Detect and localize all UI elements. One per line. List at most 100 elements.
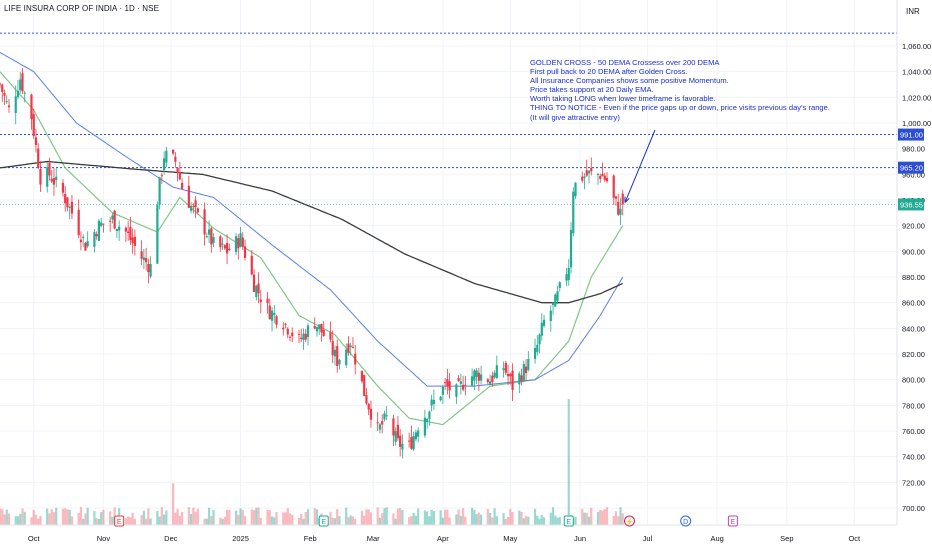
- x-tick-label: 2025: [232, 534, 249, 543]
- volume-bar: [205, 518, 208, 525]
- volume-bar: [282, 512, 285, 525]
- candle-body: [491, 375, 494, 383]
- price-axis[interactable]: 700.00 720.00 740.00 760.00 780.00 800.00 820.…: [896, 0, 932, 550]
- candle-body: [64, 194, 67, 204]
- volume-bar: [585, 512, 588, 525]
- y-tick-label: 920.00: [902, 222, 925, 231]
- y-tick-label: 780.00: [902, 401, 925, 410]
- volume-bar: [524, 515, 528, 525]
- volume-bar: [133, 518, 136, 525]
- candle-body: [423, 417, 426, 436]
- x-tick-label: Feb: [304, 534, 317, 543]
- volume-bar: [587, 516, 591, 525]
- candle-body: [520, 375, 523, 382]
- candle-body: [37, 148, 40, 168]
- candle-body: [504, 362, 507, 373]
- candle-body: [16, 90, 20, 98]
- candle-body: [369, 408, 373, 420]
- volume-bar: [172, 483, 175, 525]
- candle-body: [621, 193, 624, 205]
- candle-body: [196, 208, 199, 213]
- volume-bar: [410, 516, 413, 525]
- event-marker-label: E: [731, 519, 736, 526]
- candle-body: [95, 234, 98, 237]
- volume-bars: [0, 399, 624, 525]
- candle-body: [590, 167, 593, 172]
- horizontal-lines: [0, 32, 897, 205]
- candle-body: [488, 381, 492, 386]
- candle-body: [97, 220, 101, 241]
- candle-body: [383, 413, 386, 420]
- event-marker: [114, 515, 125, 527]
- chart-title: LIFE INSURA CORP OF INDIA · 1D · NSE: [4, 4, 160, 13]
- volume-bar: [315, 509, 319, 525]
- candle-body: [3, 93, 6, 96]
- volume-bar: [540, 514, 543, 525]
- volume-bar: [55, 507, 58, 525]
- candle-body: [475, 370, 478, 377]
- arrow-head: [624, 196, 630, 203]
- candle-body: [558, 282, 561, 289]
- volume-bar: [225, 509, 229, 525]
- candle-body: [145, 258, 148, 263]
- candle-body: [601, 173, 604, 177]
- candle-body: [52, 178, 56, 185]
- x-tick-label: Jul: [643, 534, 653, 543]
- volume-bar: [354, 518, 357, 525]
- volume-bar: [221, 518, 224, 525]
- volume-bar: [304, 512, 307, 525]
- volume-bar: [533, 508, 537, 525]
- volume-bar: [412, 512, 415, 525]
- candle-body: [55, 176, 58, 181]
- volume-bar: [509, 509, 512, 525]
- volume-bar: [234, 510, 238, 525]
- time-axis[interactable]: Oct Nov Dec 2025 Feb Mar Apr May Jun Jul Aug Sep Oct: [0, 524, 897, 543]
- volume-bar: [448, 517, 451, 525]
- candle-body: [0, 83, 2, 85]
- candle-body: [587, 170, 591, 174]
- price-badge-label: 991.00: [900, 131, 923, 140]
- volume-bar: [554, 515, 557, 525]
- volume-bar: [612, 516, 615, 525]
- candle-body: [268, 305, 271, 320]
- x-tick-label: Mar: [367, 534, 380, 543]
- event-marker-label: ⚡: [625, 517, 634, 526]
- event-marker: [563, 515, 574, 527]
- candle-body: [430, 399, 433, 406]
- price-badge-label: 965.20: [900, 164, 923, 173]
- candle-body: [536, 344, 539, 353]
- volume-bar: [619, 507, 622, 525]
- candle-body: [243, 246, 247, 258]
- volume-bar: [19, 513, 22, 525]
- volume-bar: [270, 516, 274, 525]
- volume-bar: [250, 509, 253, 525]
- candle-body: [149, 264, 152, 277]
- candle-body: [333, 349, 337, 357]
- volume-bar: [21, 508, 24, 525]
- candle-body: [14, 96, 17, 114]
- volume-bar: [147, 508, 150, 525]
- candle-body: [286, 328, 289, 335]
- y-tick-label: 960.00: [902, 170, 925, 179]
- candle-body: [79, 239, 83, 243]
- candle-body: [506, 373, 510, 377]
- candle-body: [187, 185, 190, 208]
- volume-bar: [446, 509, 449, 525]
- volume-bar: [30, 517, 33, 525]
- candle-body: [338, 359, 341, 365]
- volume-bar: [329, 511, 332, 525]
- volume-bar: [488, 512, 492, 525]
- volume-bar: [479, 514, 483, 525]
- candle-body: [509, 373, 512, 377]
- volume-bar: [351, 516, 355, 525]
- volume-bar: [392, 513, 395, 525]
- volume-bar: [237, 514, 240, 525]
- candle-body: [363, 374, 366, 396]
- candle-body: [322, 329, 325, 336]
- volume-bar: [79, 507, 83, 525]
- event-marker: [727, 515, 738, 527]
- note-line: Price takes support at 20 Daily EMA.: [530, 85, 654, 95]
- candle-body: [68, 206, 71, 208]
- candle-body: [336, 346, 339, 367]
